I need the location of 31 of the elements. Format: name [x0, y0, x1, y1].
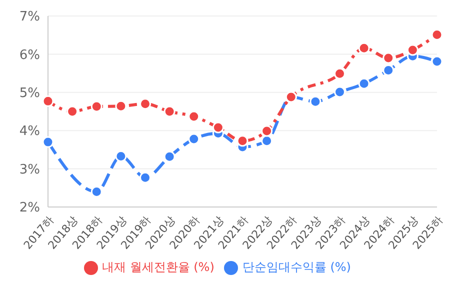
point — [334, 86, 346, 98]
point — [164, 106, 176, 118]
point — [236, 135, 248, 147]
point — [261, 125, 273, 137]
point — [406, 44, 418, 56]
point — [188, 133, 200, 145]
point — [382, 52, 394, 64]
y-tick-label: 5% — [19, 86, 40, 102]
point — [140, 172, 151, 184]
point — [188, 110, 200, 122]
y-tick-label: 4% — [19, 124, 40, 140]
legend-label: 단순임대수익률 (%) — [242, 260, 351, 274]
point — [431, 56, 443, 68]
point — [358, 78, 370, 90]
point — [334, 68, 346, 80]
y-tick-label: 7% — [19, 10, 40, 25]
y-tick-label: 2% — [19, 200, 40, 216]
point — [164, 150, 176, 162]
legend-label: 내재 월세전환율 (%) — [102, 260, 214, 274]
point — [358, 42, 370, 54]
point — [115, 100, 127, 112]
y-tick-label: 3% — [19, 162, 40, 178]
point — [140, 98, 151, 110]
point — [261, 135, 273, 147]
point — [90, 100, 102, 112]
point — [42, 136, 54, 148]
point — [42, 95, 54, 107]
point — [66, 106, 78, 118]
point — [212, 122, 224, 134]
point — [310, 96, 322, 108]
y-tick-label: 6% — [19, 48, 40, 63]
